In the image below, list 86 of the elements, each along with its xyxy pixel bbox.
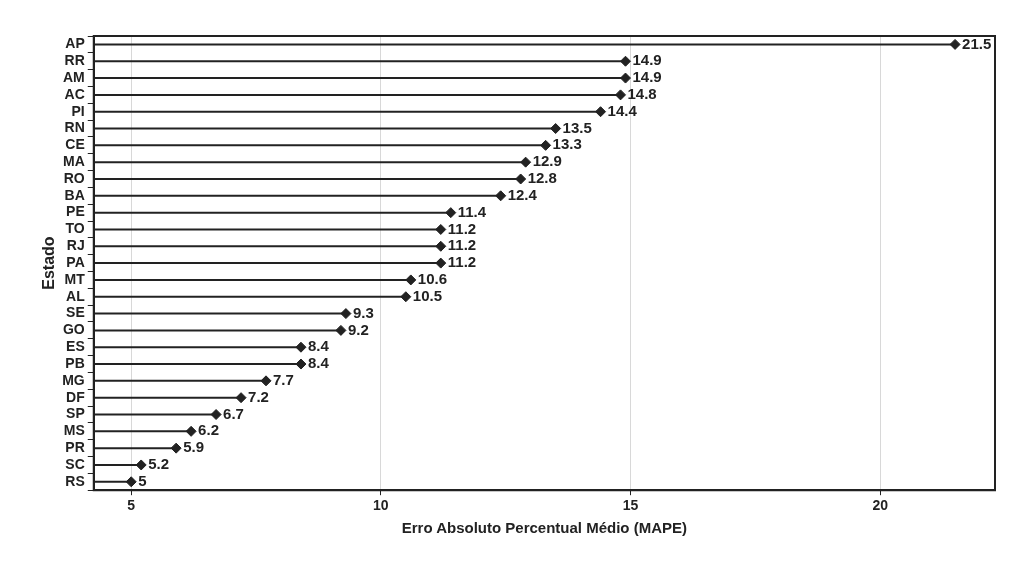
data-label: 9.2	[347, 320, 369, 338]
x-tick-label: 15	[622, 497, 639, 514]
data-label: 8.4	[307, 337, 330, 355]
point	[949, 38, 961, 50]
data-label: 10.6	[417, 270, 448, 288]
point	[540, 139, 552, 151]
y-tick-label: RS	[65, 472, 85, 489]
data-label: 11.2	[447, 219, 477, 237]
y-tick-label: AL	[66, 287, 86, 304]
point	[340, 308, 352, 320]
x-axis-title: Erro Absoluto Percentual Médio (MAPE)	[401, 519, 688, 537]
data-label: 11.2	[447, 253, 477, 271]
data-label: 5	[138, 471, 147, 489]
data-label: 7.2	[248, 387, 269, 405]
y-tick-label: SP	[66, 405, 85, 422]
point	[550, 123, 562, 135]
y-tick-label: PA	[66, 253, 85, 270]
point	[435, 257, 447, 269]
data-label: 6.2	[198, 421, 219, 439]
data-label: 12.4	[507, 185, 538, 203]
point	[335, 324, 347, 336]
y-tick-label: SE	[66, 304, 85, 321]
point	[185, 425, 197, 437]
data-label: 12.8	[527, 169, 557, 187]
y-tick-label: PE	[66, 203, 85, 220]
point	[595, 106, 607, 118]
data-label: 5.9	[183, 438, 204, 456]
x-tick-label: 5	[127, 497, 136, 514]
y-tick-label: DF	[66, 388, 86, 405]
data-label: 12.9	[532, 152, 562, 170]
y-tick-label: RO	[63, 169, 85, 186]
y-tick-label: AP	[65, 35, 85, 52]
data-label: 10.5	[412, 286, 443, 304]
point	[400, 291, 412, 303]
y-tick-label: RR	[64, 52, 85, 69]
y-tick-label: MT	[64, 270, 86, 287]
data-label: 21.5	[962, 34, 992, 52]
y-axis-title: Estado	[40, 236, 58, 290]
y-tick-label: RN	[64, 119, 85, 136]
y-tick-label: TO	[65, 220, 85, 237]
x-tick-label: 20	[872, 497, 889, 514]
point	[405, 274, 417, 286]
y-tick-label: GO	[62, 321, 85, 338]
point	[210, 409, 222, 420]
y-tick-label: MA	[62, 153, 85, 170]
y-tick-label: AM	[62, 68, 85, 85]
data-label: 14.9	[632, 51, 662, 69]
data-label: 14.9	[632, 68, 662, 86]
data-label: 13.5	[562, 118, 592, 136]
data-label: 8.4	[307, 354, 330, 372]
point	[295, 358, 307, 370]
y-tick-label: AC	[64, 85, 85, 102]
data-label: 5.2	[148, 455, 170, 473]
y-tick-label: CE	[65, 136, 85, 153]
data-label: 6.7	[223, 404, 244, 422]
data-label: 9.3	[352, 303, 374, 321]
y-tick-label: PB	[65, 354, 85, 371]
point	[620, 55, 632, 67]
point	[235, 392, 247, 404]
point	[295, 341, 307, 353]
y-tick-label: SC	[65, 455, 85, 472]
point	[435, 223, 447, 235]
x-tick-label: 10	[373, 497, 389, 514]
point	[515, 173, 527, 185]
data-label: 11.4	[457, 202, 487, 220]
data-label: 7.7	[273, 371, 294, 388]
y-tick-label: PR	[65, 439, 85, 455]
point	[615, 89, 627, 101]
y-tick-label: RJ	[66, 237, 85, 254]
data-label: 11.2	[447, 236, 477, 254]
y-tick-label: PI	[71, 102, 85, 119]
point	[495, 190, 507, 202]
y-tick-label: ES	[66, 338, 85, 355]
data-label: 14.4	[607, 101, 638, 119]
point	[170, 442, 182, 454]
data-label: 14.8	[627, 85, 657, 103]
y-tick-label: MG	[62, 371, 85, 388]
point	[125, 476, 137, 488]
y-tick-label: MS	[63, 422, 85, 439]
y-tick-label: BA	[64, 186, 85, 203]
point	[260, 375, 272, 387]
data-label: 13.3	[552, 135, 582, 153]
point	[445, 207, 457, 219]
point	[520, 156, 532, 168]
point	[620, 72, 632, 84]
point	[435, 240, 447, 252]
